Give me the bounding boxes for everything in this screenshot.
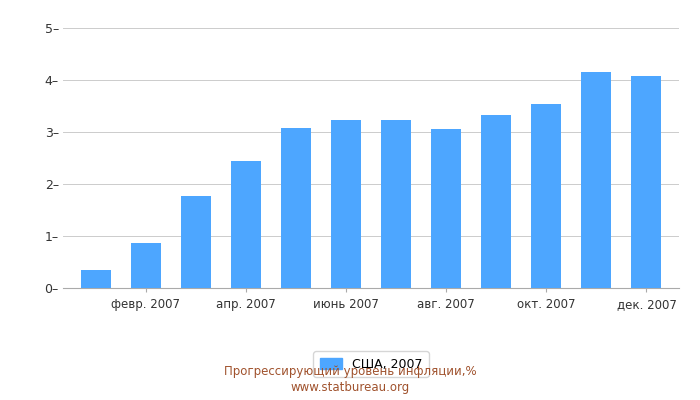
Bar bbox=[381, 120, 411, 288]
Bar bbox=[631, 76, 661, 288]
Text: www.statbureau.org: www.statbureau.org bbox=[290, 382, 410, 394]
Bar bbox=[181, 196, 211, 288]
Bar bbox=[80, 270, 111, 288]
Bar bbox=[131, 243, 161, 288]
Text: Прогрессирующий уровень инфляции,%: Прогрессирующий уровень инфляции,% bbox=[224, 366, 476, 378]
Bar bbox=[281, 128, 311, 288]
Legend: США, 2007: США, 2007 bbox=[314, 352, 428, 377]
Bar bbox=[331, 120, 361, 288]
Bar bbox=[431, 129, 461, 288]
Bar bbox=[581, 72, 611, 288]
Bar bbox=[231, 161, 261, 288]
Bar bbox=[481, 115, 511, 288]
Bar bbox=[531, 104, 561, 288]
